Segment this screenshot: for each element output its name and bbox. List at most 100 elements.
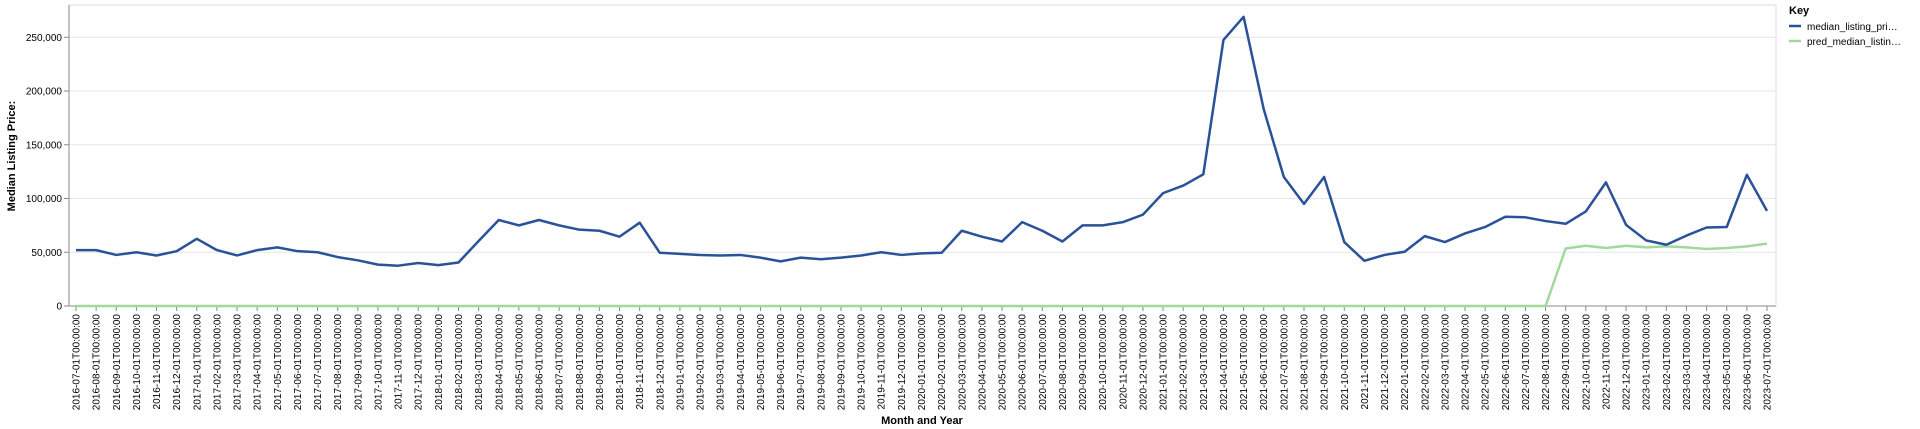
x-tick-label: 2017-09-01T00:00:00 [353, 314, 364, 411]
x-tick-label: 2021-09-01T00:00:00 [1320, 314, 1331, 411]
plot-area [68, 4, 1777, 307]
legend-title: Key [1789, 5, 1810, 17]
x-tick-label: 2016-07-01T00:00:00 [72, 314, 83, 411]
x-tick-label: 2017-02-01T00:00:00 [212, 314, 223, 411]
x-tick-label: 2019-05-01T00:00:00 [756, 314, 767, 411]
x-tick-label: 2017-05-01T00:00:00 [273, 314, 284, 411]
x-tick-label: 2021-07-01T00:00:00 [1279, 314, 1290, 411]
x-tick-label: 2020-02-01T00:00:00 [937, 314, 948, 411]
x-tick-label: 2019-08-01T00:00:00 [816, 314, 827, 411]
x-tick-label: 2019-03-01T00:00:00 [716, 314, 727, 411]
x-tick-label: 2020-10-01T00:00:00 [1098, 314, 1109, 411]
x-tick-label: 2021-02-01T00:00:00 [1179, 314, 1190, 411]
legend-label-pred-median-listing-price: pred_median_listin… [1807, 37, 1901, 48]
x-axis-title: Month and Year [881, 415, 963, 427]
x-tick-label: 2017-08-01T00:00:00 [333, 314, 344, 411]
x-tick-label: 2021-08-01T00:00:00 [1299, 314, 1310, 411]
x-tick-label: 2022-08-01T00:00:00 [1541, 314, 1552, 411]
x-tick-label: 2018-12-01T00:00:00 [655, 314, 666, 411]
x-tick-label: 2020-03-01T00:00:00 [957, 314, 968, 411]
x-tick-label: 2022-01-01T00:00:00 [1400, 314, 1411, 411]
x-tick-label: 2016-12-01T00:00:00 [172, 314, 183, 411]
x-tick-label: 2017-12-01T00:00:00 [414, 314, 425, 411]
x-tick-label: 2021-06-01T00:00:00 [1259, 314, 1270, 411]
y-tick-label: 50,000 [31, 248, 62, 259]
y-tick-label: 200,000 [26, 87, 63, 98]
x-tick-label: 2022-12-01T00:00:00 [1622, 314, 1633, 411]
x-tick-label: 2020-11-01T00:00:00 [1118, 314, 1129, 410]
x-tick-label: 2020-04-01T00:00:00 [977, 314, 988, 411]
x-tick-label: 2021-05-01T00:00:00 [1239, 314, 1250, 411]
x-tick-label: 2020-01-01T00:00:00 [917, 314, 928, 411]
x-tick-label: 2021-01-01T00:00:00 [1159, 314, 1170, 411]
y-tick-label: 250,000 [26, 33, 63, 44]
x-tick-label: 2023-06-01T00:00:00 [1742, 314, 1753, 411]
x-tick-label: 2019-01-01T00:00:00 [675, 314, 686, 411]
x-tick-label: 2020-07-01T00:00:00 [1038, 314, 1049, 411]
x-tick-label: 2023-04-01T00:00:00 [1702, 314, 1713, 411]
x-tick-label: 2021-10-01T00:00:00 [1340, 314, 1351, 411]
x-tick-label: 2023-05-01T00:00:00 [1722, 314, 1733, 411]
x-tick-label: 2022-10-01T00:00:00 [1581, 314, 1592, 411]
x-tick-label: 2023-07-01T00:00:00 [1763, 314, 1774, 411]
y-axis-title: Median Listing Price: [6, 101, 18, 212]
x-tick-label: 2019-02-01T00:00:00 [696, 314, 707, 411]
x-tick-label: 2022-09-01T00:00:00 [1561, 314, 1572, 411]
x-tick-label: 2017-01-01T00:00:00 [192, 314, 203, 411]
x-tick-label: 2020-05-01T00:00:00 [998, 314, 1009, 411]
x-tick-label: 2021-03-01T00:00:00 [1199, 314, 1210, 411]
x-tick-label: 2019-11-01T00:00:00 [877, 314, 888, 410]
x-tick-label: 2019-04-01T00:00:00 [736, 314, 747, 411]
x-tick-label: 2018-08-01T00:00:00 [575, 314, 586, 411]
x-tick-label: 2019-07-01T00:00:00 [796, 314, 807, 411]
x-tick-label: 2016-10-01T00:00:00 [132, 314, 143, 411]
x-tick-label: 2020-12-01T00:00:00 [1138, 314, 1149, 411]
x-tick-label: 2022-03-01T00:00:00 [1440, 314, 1451, 411]
series-line-median-listing-price [76, 15, 1769, 267]
x-tick-label: 2023-03-01T00:00:00 [1682, 314, 1693, 411]
x-tick-label: 2017-04-01T00:00:00 [253, 314, 264, 411]
x-tick-label: 2018-02-01T00:00:00 [454, 314, 465, 411]
y-axis-ticks: 0 50,000 100,000 150,000 200,000 250,000 [26, 33, 69, 313]
x-tick-label: 2016-09-01T00:00:00 [112, 314, 123, 411]
x-tick-label: 2018-03-01T00:00:00 [474, 314, 485, 411]
x-tick-label: 2018-07-01T00:00:00 [555, 314, 566, 411]
x-tick-label: 2021-11-01T00:00:00 [1360, 314, 1371, 410]
x-axis-ticks: 2016-07-01T00:00:00 2016-08-01T00:00:00 20… [72, 306, 1774, 410]
series-lines [76, 15, 1769, 308]
x-tick-label: 2018-05-01T00:00:00 [514, 314, 525, 411]
x-tick-label: 2018-04-01T00:00:00 [494, 314, 505, 411]
x-tick-label: 2019-10-01T00:00:00 [857, 314, 868, 411]
legend-label-median-listing-price: median_listing_pri… [1807, 22, 1898, 33]
x-tick-label: 2018-01-01T00:00:00 [434, 314, 445, 411]
x-tick-label: 2021-04-01T00:00:00 [1219, 314, 1230, 411]
x-tick-label: 2023-01-01T00:00:00 [1642, 314, 1653, 411]
x-tick-label: 2022-07-01T00:00:00 [1521, 314, 1532, 411]
y-tick-label: 150,000 [26, 140, 63, 151]
y-tick-label: 100,000 [26, 194, 63, 205]
x-tick-label: 2019-06-01T00:00:00 [776, 314, 787, 411]
x-tick-label: 2022-06-01T00:00:00 [1501, 314, 1512, 411]
x-tick-label: 2018-06-01T00:00:00 [535, 314, 546, 411]
x-tick-label: 2017-07-01T00:00:00 [313, 314, 324, 411]
x-tick-label: 2017-11-01T00:00:00 [394, 314, 405, 410]
x-tick-label: 2022-11-01T00:00:00 [1601, 314, 1612, 410]
x-tick-label: 2018-11-01T00:00:00 [635, 314, 646, 410]
x-tick-label: 2021-12-01T00:00:00 [1380, 314, 1391, 411]
series-line-pred-median-listing-price [76, 242, 1768, 308]
x-tick-label: 2020-06-01T00:00:00 [1018, 314, 1029, 411]
x-tick-label: 2018-09-01T00:00:00 [595, 314, 606, 411]
x-tick-label: 2022-02-01T00:00:00 [1420, 314, 1431, 411]
x-tick-label: 2020-09-01T00:00:00 [1078, 314, 1089, 411]
x-tick-label: 2017-03-01T00:00:00 [233, 314, 244, 411]
x-tick-label: 2019-09-01T00:00:00 [836, 314, 847, 411]
x-tick-label: 2017-10-01T00:00:00 [373, 314, 384, 411]
x-tick-label: 2019-12-01T00:00:00 [897, 314, 908, 411]
x-tick-label: 2023-02-01T00:00:00 [1662, 314, 1673, 411]
x-tick-label: 2017-06-01T00:00:00 [293, 314, 304, 411]
legend: Key median_listing_pri… pred_median_list… [1789, 5, 1901, 48]
x-tick-label: 2020-08-01T00:00:00 [1058, 314, 1069, 411]
x-tick-label: 2018-10-01T00:00:00 [615, 314, 626, 411]
x-tick-label: 2016-11-01T00:00:00 [152, 314, 163, 410]
